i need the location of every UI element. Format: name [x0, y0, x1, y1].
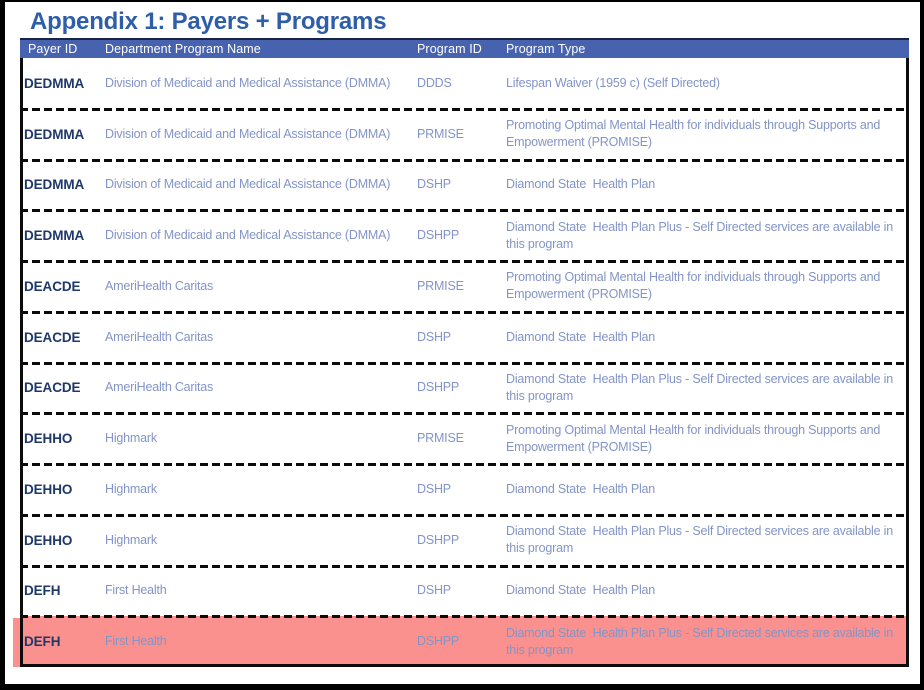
cell-program-type: Promoting Optimal Mental Health for indi…	[506, 422, 884, 454]
table-row: DEFH First Health DSHP Diamond State Hea…	[20, 564, 909, 617]
cell-program-id: DSHPP	[417, 228, 460, 243]
cell-payer-id: DEHHO	[24, 481, 73, 497]
cell-program-type: Lifespan Waiver (1959 c) (Self Directed)	[506, 75, 720, 90]
cell-program-id: DDDS	[417, 75, 452, 90]
cell-program-type: Diamond State Health Plan Plus - Self Di…	[506, 219, 897, 251]
cell-program-id: DSHP	[417, 583, 451, 598]
cell-program-type: Promoting Optimal Mental Health for indi…	[506, 270, 884, 302]
cell-payer-id: DEDMMA	[24, 75, 85, 91]
cell-program-id: DSHPP	[417, 380, 460, 395]
cell-department-program-name: AmeriHealth Caritas	[105, 278, 214, 293]
cell-department-program-name: Division of Medicaid and Medical Assista…	[105, 75, 391, 90]
cell-program-id: DSHP	[417, 329, 451, 344]
cell-department-program-name: Division of Medicaid and Medical Assista…	[105, 126, 391, 141]
cell-department-program-name: Division of Medicaid and Medical Assista…	[105, 228, 391, 243]
column-header-program-id: Program ID	[417, 42, 482, 56]
payers-programs-table: Payer ID Department Program Name Program…	[13, 38, 909, 667]
cell-department-program-name: Division of Medicaid and Medical Assista…	[105, 177, 391, 192]
cell-program-id: PRMISE	[417, 126, 464, 141]
cell-payer-id: DEFH	[24, 634, 61, 650]
table-row: DEHHO Highmark DSHPP Diamond State Healt…	[20, 513, 909, 566]
cell-department-program-name: AmeriHealth Caritas	[105, 380, 214, 395]
cell-program-type: Diamond State Health Plan	[506, 329, 656, 344]
table-row: DEDMMA Division of Medicaid and Medical …	[20, 58, 909, 109]
cell-program-id: PRMISE	[417, 278, 464, 293]
cell-program-type: Diamond State Health Plan	[506, 177, 656, 192]
cell-department-program-name: First Health	[105, 583, 167, 598]
table-row: DEACDE AmeriHealth Caritas PRMISE Promot…	[20, 260, 909, 312]
cell-payer-id: DEDMMA	[24, 126, 85, 142]
cell-program-type: Promoting Optimal Mental Health for indi…	[506, 118, 884, 150]
cell-department-program-name: Highmark	[105, 532, 157, 547]
cell-program-type: Diamond State Health Plan	[506, 481, 656, 496]
cell-program-type: Diamond State Health Plan Plus - Self Di…	[506, 524, 897, 556]
table-body: DEDMMA Division of Medicaid and Medical …	[13, 58, 909, 667]
cell-payer-id: DEACDE	[24, 380, 81, 396]
cell-department-program-name: Highmark	[105, 481, 157, 496]
cell-program-id: DSHPP	[417, 634, 460, 649]
cell-department-program-name: AmeriHealth Caritas	[105, 329, 214, 344]
table-row: DEDMMA Division of Medicaid and Medical …	[20, 158, 909, 211]
cell-program-id: DSHPP	[417, 532, 460, 547]
table-row: DEDMMA Division of Medicaid and Medical …	[20, 209, 909, 261]
cell-program-type: Diamond State Health Plan Plus - Self Di…	[506, 371, 897, 403]
cell-payer-id: DEACDE	[24, 329, 81, 345]
cell-payer-id: DEHHO	[24, 532, 73, 548]
table-row: DEACDE AmeriHealth Caritas DSHP Diamond …	[20, 310, 909, 363]
table-row-highlighted: DEFH First Health DSHPP Diamond State He…	[13, 615, 909, 667]
cell-program-id: PRMISE	[417, 431, 464, 446]
table-row: DEDMMA Division of Medicaid and Medical …	[20, 107, 909, 160]
column-header-department-program-name: Department Program Name	[105, 42, 261, 56]
page-title: Appendix 1: Payers + Programs	[30, 8, 387, 35]
column-header-program-type: Program Type	[506, 42, 586, 56]
cell-program-id: DSHP	[417, 177, 451, 192]
cell-payer-id: DEFH	[24, 583, 61, 599]
table-row: DEHHO Highmark DSHP Diamond State Health…	[20, 463, 909, 515]
cell-payer-id: DEACDE	[24, 278, 81, 294]
column-header-payer-id: Payer ID	[28, 42, 78, 56]
cell-program-type: Diamond State Health Plan Plus - Self Di…	[506, 625, 897, 657]
cell-payer-id: DEDMMA	[24, 228, 85, 244]
cell-department-program-name: Highmark	[105, 431, 157, 446]
table-header-row: Payer ID Department Program Name Program…	[20, 38, 909, 58]
cell-department-program-name: First Health	[105, 634, 167, 649]
cell-program-id: DSHP	[417, 481, 451, 496]
cell-program-type: Diamond State Health Plan	[506, 583, 656, 598]
table-row: DEACDE AmeriHealth Caritas DSHPP Diamond…	[20, 361, 909, 414]
table-row: DEHHO Highmark PRMISE Promoting Optimal …	[20, 412, 909, 464]
cell-payer-id: DEDMMA	[24, 177, 85, 193]
cell-payer-id: DEHHO	[24, 431, 73, 447]
